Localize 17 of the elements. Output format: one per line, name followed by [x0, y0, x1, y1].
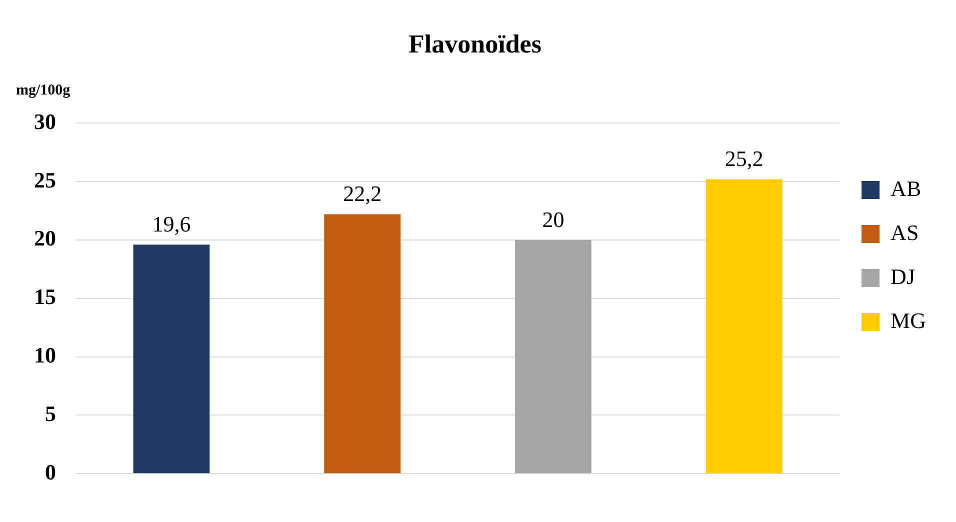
legend-label: MG	[890, 308, 926, 333]
legend-label: DJ	[890, 264, 916, 289]
data-label: 22,2	[343, 181, 382, 206]
legend-label: AS	[890, 220, 919, 245]
data-label: 25,2	[724, 146, 764, 172]
y-axis-title: mg/100g	[16, 82, 71, 98]
data-label: 20	[542, 206, 564, 232]
y-tick-label: 20	[34, 226, 56, 251]
legend-label: AB	[890, 176, 922, 201]
chart-title: Flavonoïdes	[408, 29, 542, 58]
y-tick-label: 30	[34, 108, 56, 134]
y-tick-label: 0	[45, 459, 56, 484]
y-tick-label: 15	[34, 284, 56, 310]
y-tick-label: 25	[34, 167, 56, 192]
data-label: 19,6	[152, 211, 191, 236]
y-tick-label: 5	[45, 400, 56, 426]
y-tick-label: 10	[34, 342, 56, 368]
